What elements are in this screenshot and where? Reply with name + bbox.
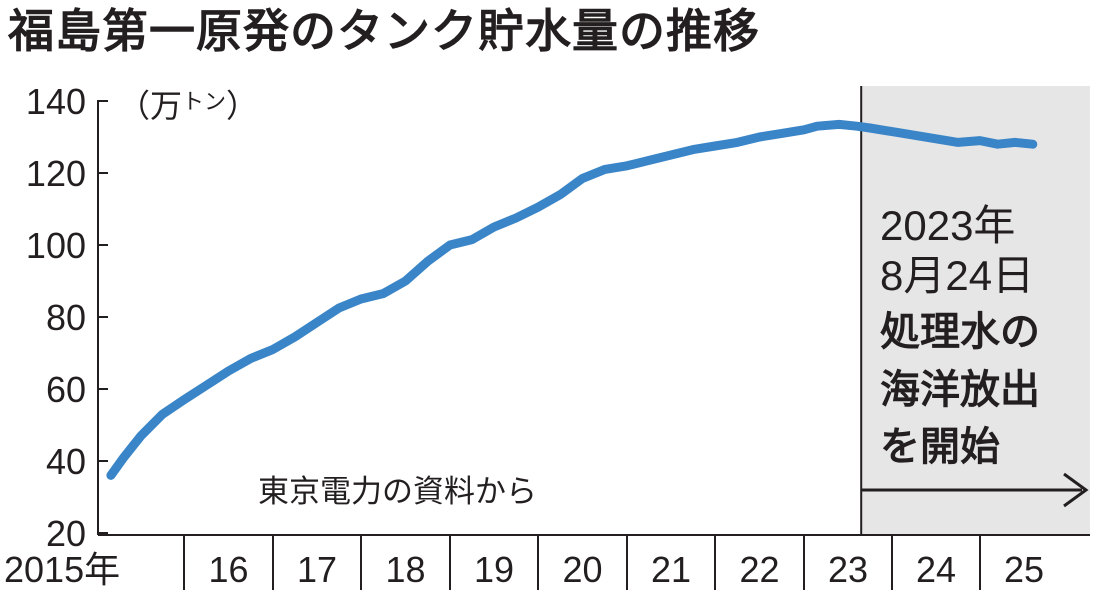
x-tick-label: 25	[1004, 549, 1044, 590]
y-tick-label: 100	[26, 225, 86, 266]
y-tick-label: 40	[46, 441, 86, 482]
y-tick-label: 60	[46, 369, 86, 410]
x-tick-label: 24	[916, 549, 956, 590]
annotation-date-year: 2023年	[880, 202, 1015, 249]
y-tick-labels: 140 120 100 80 60 40 20	[26, 81, 108, 554]
y-axis-unit: （万トン）	[118, 87, 258, 125]
post-release-shade	[861, 86, 1090, 535]
release-arrow	[862, 472, 1089, 508]
y-tick-label: 20	[46, 513, 86, 554]
x-tick-label: 19	[474, 549, 514, 590]
series-line	[106, 119, 1038, 480]
x-tick-label: 16	[208, 549, 248, 590]
x-tick-labels: 2015年 16 17 18 19 20 21 22 23 24 25	[4, 535, 1044, 590]
x-tick-label: 17	[297, 549, 337, 590]
annotation-text-line-1: 処理水の	[880, 309, 1040, 355]
x-tick-label: 18	[385, 549, 425, 590]
x-tick-label: 22	[739, 549, 779, 590]
y-tick-label: 140	[26, 81, 86, 122]
y-tick-label: 120	[26, 153, 86, 194]
source-note: 東京電力の資料から	[258, 474, 537, 510]
x-tick-label: 2015年	[4, 549, 120, 590]
y-tick-label: 80	[46, 297, 86, 338]
annotation-date-day: 8月24日	[880, 252, 1034, 299]
chart-title: 福島第一原発のタンク貯水量の推移	[8, 4, 760, 58]
x-tick-label: 20	[562, 549, 602, 590]
annotation-text-line-3: を開始	[880, 424, 1000, 470]
x-tick-label: 23	[828, 549, 868, 590]
x-tick-label: 21	[651, 549, 691, 590]
annotation-text-line-2: 海洋放出	[880, 367, 1040, 413]
